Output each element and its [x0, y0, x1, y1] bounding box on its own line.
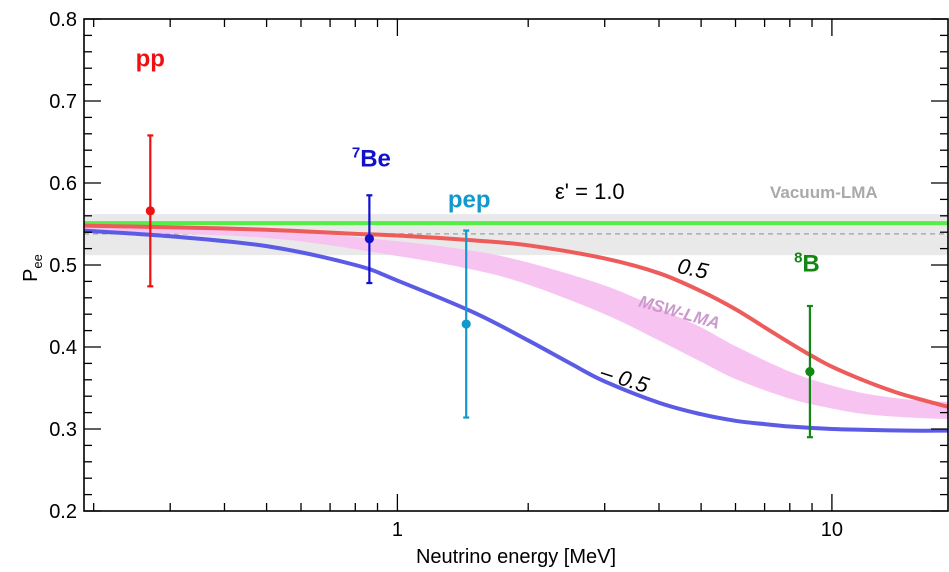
data-marker [461, 319, 471, 329]
curve-eps-0_5 [84, 223, 948, 409]
tick-labels: 0.2 0.3 0.4 0.5 0.6 0.7 0.8 1 10 [49, 9, 843, 541]
label-pep: pep [448, 187, 491, 214]
svg-text:Pee: Pee [20, 254, 45, 282]
axes [83, 18, 949, 512]
eps-neg-half-label: – 0.5 [597, 359, 653, 398]
point-8b [805, 304, 815, 439]
y-tick-label: 0.8 [49, 9, 77, 31]
data-points [145, 134, 815, 439]
point-pep [461, 229, 471, 419]
y-tick-label: 0.7 [49, 91, 77, 113]
x-axis-label: Neutrino energy [MeV] [416, 546, 616, 568]
point-pp [145, 134, 155, 288]
label-7be: 7Be [352, 145, 391, 173]
msw-lma-band-fill [84, 227, 948, 420]
label-base: B [802, 251, 819, 278]
x-tick-label: 1 [392, 519, 403, 541]
y-axis-label-sub: ee [30, 254, 45, 268]
y-tick-label: 0.3 [49, 419, 77, 441]
msw-lma-band [84, 227, 948, 420]
y-axis-label: Pee [20, 254, 45, 282]
curves [84, 221, 948, 433]
point-7be [364, 194, 374, 285]
y-tick-label: 0.4 [49, 337, 77, 359]
eps-half-label: 0.5 [675, 253, 711, 284]
label-base: Be [360, 146, 391, 173]
x-tick-label: 10 [821, 519, 843, 541]
y-tick-label: 0.2 [49, 501, 77, 523]
label-superscript: 7 [352, 145, 360, 162]
label-8b: 8B [794, 250, 820, 278]
data-marker [805, 367, 815, 377]
y-axis-label-main: P [20, 269, 42, 282]
y-tick-label: 0.6 [49, 173, 77, 195]
curve-eps-neg0_5 [84, 228, 948, 433]
y-tick-label: 0.5 [49, 255, 77, 277]
label-superscript: 8 [794, 250, 802, 267]
label-pp: pp [136, 46, 165, 73]
data-marker [364, 234, 374, 244]
vacuum-lma-label: Vacuum-LMA [770, 183, 878, 202]
eps-label: ε' = 1.0 [555, 179, 625, 204]
data-marker [145, 206, 155, 216]
